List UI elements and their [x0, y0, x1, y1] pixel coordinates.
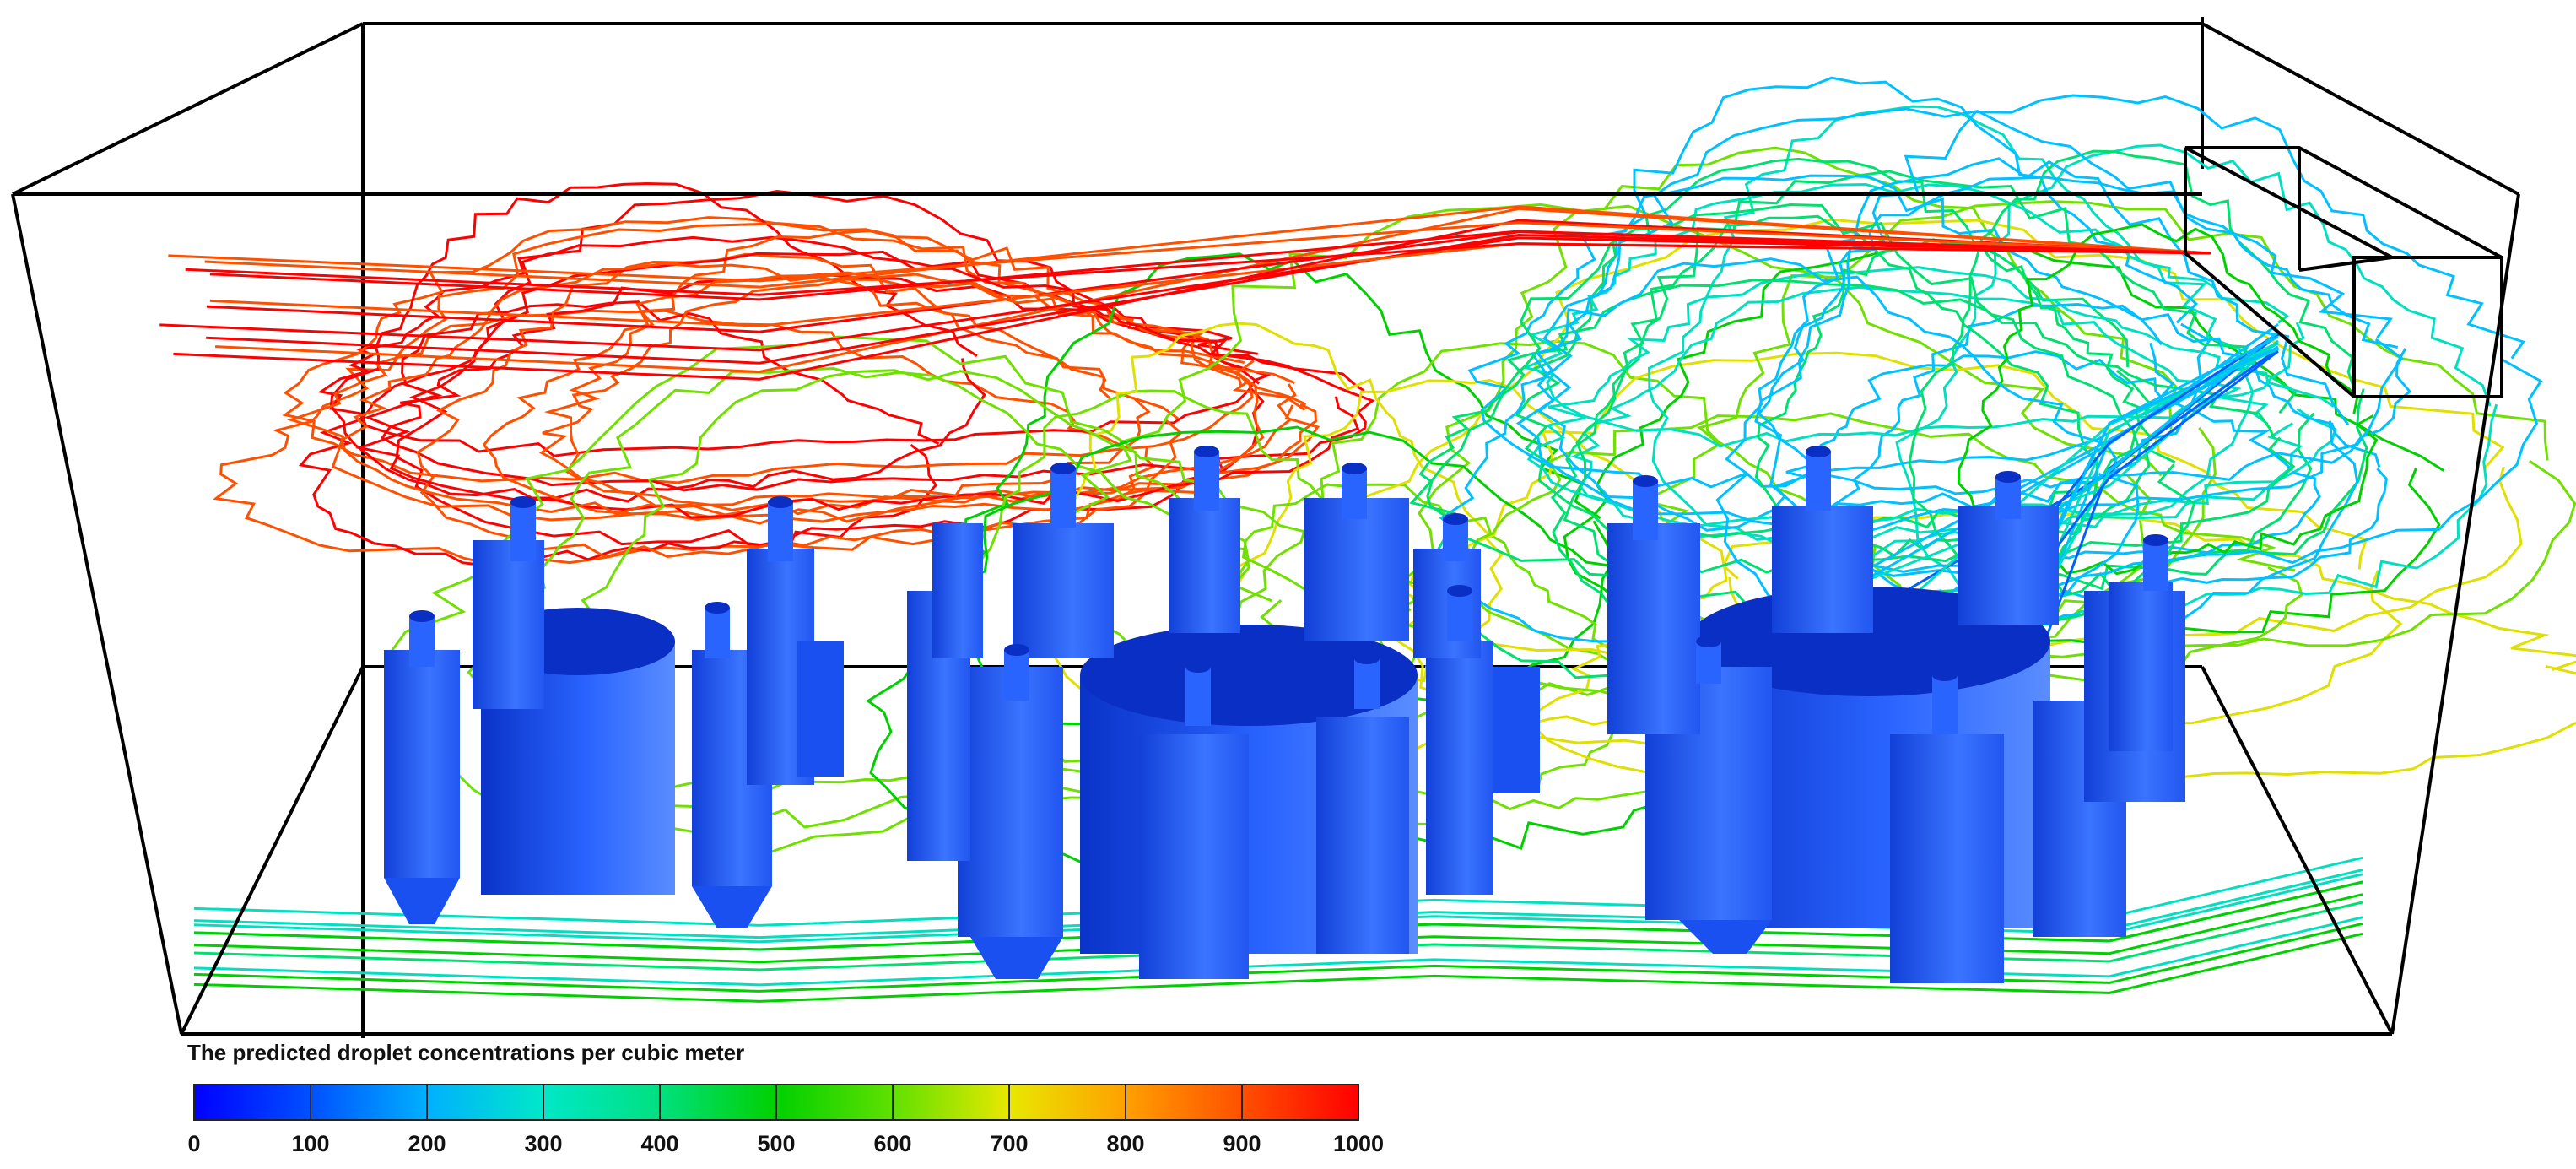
streamline [1515, 107, 2404, 539]
streamline [193, 932, 2363, 1003]
streamline [193, 922, 2363, 993]
streamline [209, 230, 2211, 301]
streamline [1647, 105, 2255, 568]
colorbar-tick-label: 500 [757, 1131, 796, 1156]
legend-title: The predicted droplet concentrations per… [187, 1040, 745, 1065]
streamline [193, 880, 2363, 951]
streamline [159, 236, 2211, 352]
streamline [1467, 174, 2175, 490]
equipment-unit-right [1607, 446, 2185, 983]
colorbar-tick-label: 1000 [1332, 1131, 1385, 1156]
colorbar-tick-label: 200 [408, 1131, 446, 1156]
colorbar-tick-label: 300 [524, 1131, 563, 1156]
streamline [1530, 511, 2576, 802]
colorbar-tick-label: 700 [990, 1131, 1029, 1156]
streamline [298, 300, 940, 567]
streamline [193, 916, 2363, 987]
streamline [204, 205, 2211, 289]
streamline [1757, 176, 2412, 495]
streamline [1520, 182, 2305, 448]
colorbar-tick-label: 400 [640, 1131, 679, 1156]
streamline [193, 856, 2363, 927]
streamline [193, 893, 2363, 964]
equipment-unit-left [384, 496, 844, 928]
streamline [193, 873, 2363, 944]
streamline [340, 262, 1151, 516]
streamline [193, 901, 2363, 971]
equipment-unit-middle [907, 446, 1540, 979]
colorbar-tick-label: 100 [291, 1131, 330, 1156]
streamline [1639, 200, 2576, 685]
streamline [1957, 223, 2379, 576]
streamline [168, 221, 2211, 283]
room-box-front [11, 22, 2520, 1036]
colorbar-tick-label: 0 [187, 1131, 201, 1156]
streamline [213, 309, 1157, 566]
colorbar-tick-label: 800 [1106, 1131, 1145, 1156]
streamline [1515, 157, 2151, 543]
streamline [329, 181, 986, 503]
streamline [193, 869, 2363, 939]
colorbar-tick-label: 600 [873, 1131, 912, 1156]
streamline [185, 242, 2211, 296]
outlet-duct [2184, 146, 2503, 398]
colorbar-tick-label: 900 [1223, 1131, 1261, 1156]
